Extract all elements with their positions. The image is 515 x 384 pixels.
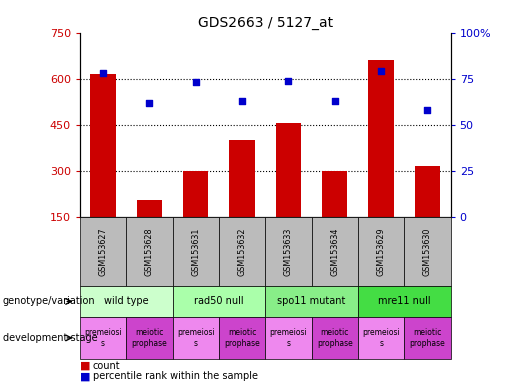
Text: rad50 null: rad50 null — [194, 296, 244, 306]
Text: GSM153633: GSM153633 — [284, 227, 293, 276]
Text: ■: ■ — [80, 371, 90, 381]
Point — [423, 107, 432, 113]
Text: GSM153632: GSM153632 — [237, 227, 247, 276]
Bar — [183, 171, 209, 263]
Bar — [90, 74, 116, 263]
Bar — [276, 123, 301, 263]
Text: percentile rank within the sample: percentile rank within the sample — [93, 371, 258, 381]
Text: genotype/variation: genotype/variation — [3, 296, 95, 306]
Point — [377, 68, 385, 74]
Point — [145, 99, 153, 106]
Text: GSM153634: GSM153634 — [330, 227, 339, 276]
Point — [192, 79, 200, 86]
Text: GSM153628: GSM153628 — [145, 227, 154, 276]
Point — [238, 98, 246, 104]
Text: mre11 null: mre11 null — [378, 296, 431, 306]
Bar — [136, 200, 162, 263]
Text: premeiosi
s: premeiosi s — [362, 328, 400, 348]
Text: GSM153630: GSM153630 — [423, 227, 432, 276]
Text: GSM153629: GSM153629 — [376, 227, 386, 276]
Text: wild type: wild type — [104, 296, 148, 306]
Text: meiotic
prophase: meiotic prophase — [409, 328, 445, 348]
Bar — [229, 140, 255, 263]
Bar — [368, 60, 394, 263]
Point — [284, 78, 293, 84]
Text: GSM153631: GSM153631 — [191, 227, 200, 276]
Text: meiotic
prophase: meiotic prophase — [224, 328, 260, 348]
Text: ■: ■ — [80, 361, 90, 371]
Text: meiotic
prophase: meiotic prophase — [131, 328, 167, 348]
Text: premeiosi
s: premeiosi s — [177, 328, 215, 348]
Text: premeiosi
s: premeiosi s — [269, 328, 307, 348]
Text: spo11 mutant: spo11 mutant — [278, 296, 346, 306]
Point — [331, 98, 339, 104]
Point — [99, 70, 107, 76]
Text: count: count — [93, 361, 121, 371]
Text: premeiosi
s: premeiosi s — [84, 328, 122, 348]
Bar — [415, 166, 440, 263]
Text: meiotic
prophase: meiotic prophase — [317, 328, 353, 348]
Title: GDS2663 / 5127_at: GDS2663 / 5127_at — [198, 16, 333, 30]
Bar — [322, 172, 348, 263]
Text: development stage: development stage — [3, 333, 97, 343]
Text: GSM153627: GSM153627 — [98, 227, 108, 276]
